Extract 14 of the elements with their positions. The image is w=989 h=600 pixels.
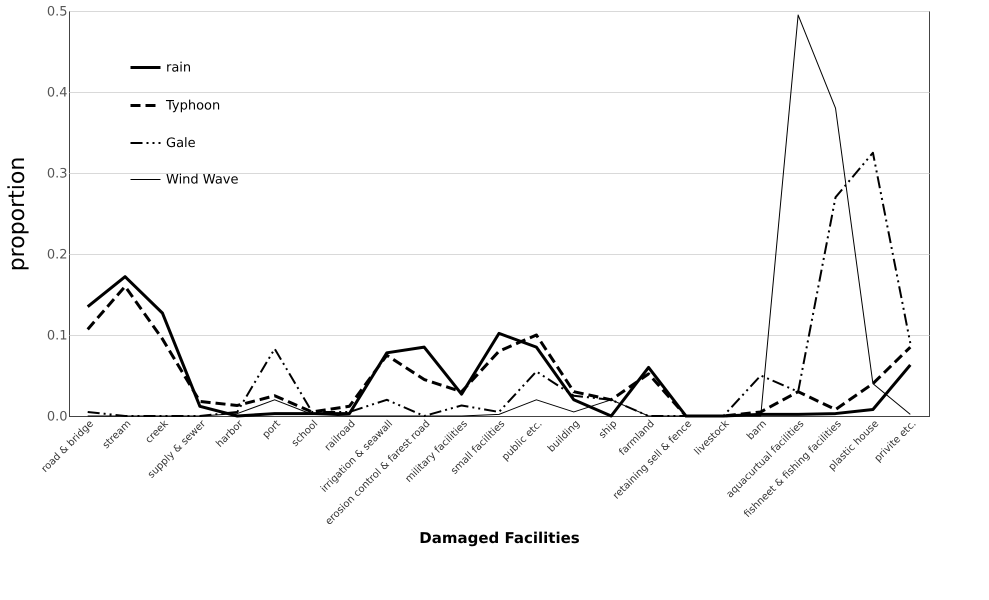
y-tick-label: 0.1 xyxy=(46,328,68,344)
y-tick-label: 0.4 xyxy=(46,86,68,100)
x-axis-title: Damaged Facilities xyxy=(419,528,580,547)
y-tick-label: 0.0 xyxy=(46,410,68,424)
y-tick-label: 0.3 xyxy=(46,166,68,182)
line-series xyxy=(87,14,911,416)
legend-label: Typhoon xyxy=(165,98,220,114)
legend-label: Wind Wave xyxy=(166,172,238,188)
y-axis-title: proportion xyxy=(4,156,30,272)
legend-label: rain xyxy=(166,60,192,76)
legend-label: Gale xyxy=(166,136,196,151)
x-tick-label: ship xyxy=(597,418,620,441)
y-tick-label: 0.2 xyxy=(46,248,68,262)
y-tick-label: 0.5 xyxy=(46,4,68,20)
